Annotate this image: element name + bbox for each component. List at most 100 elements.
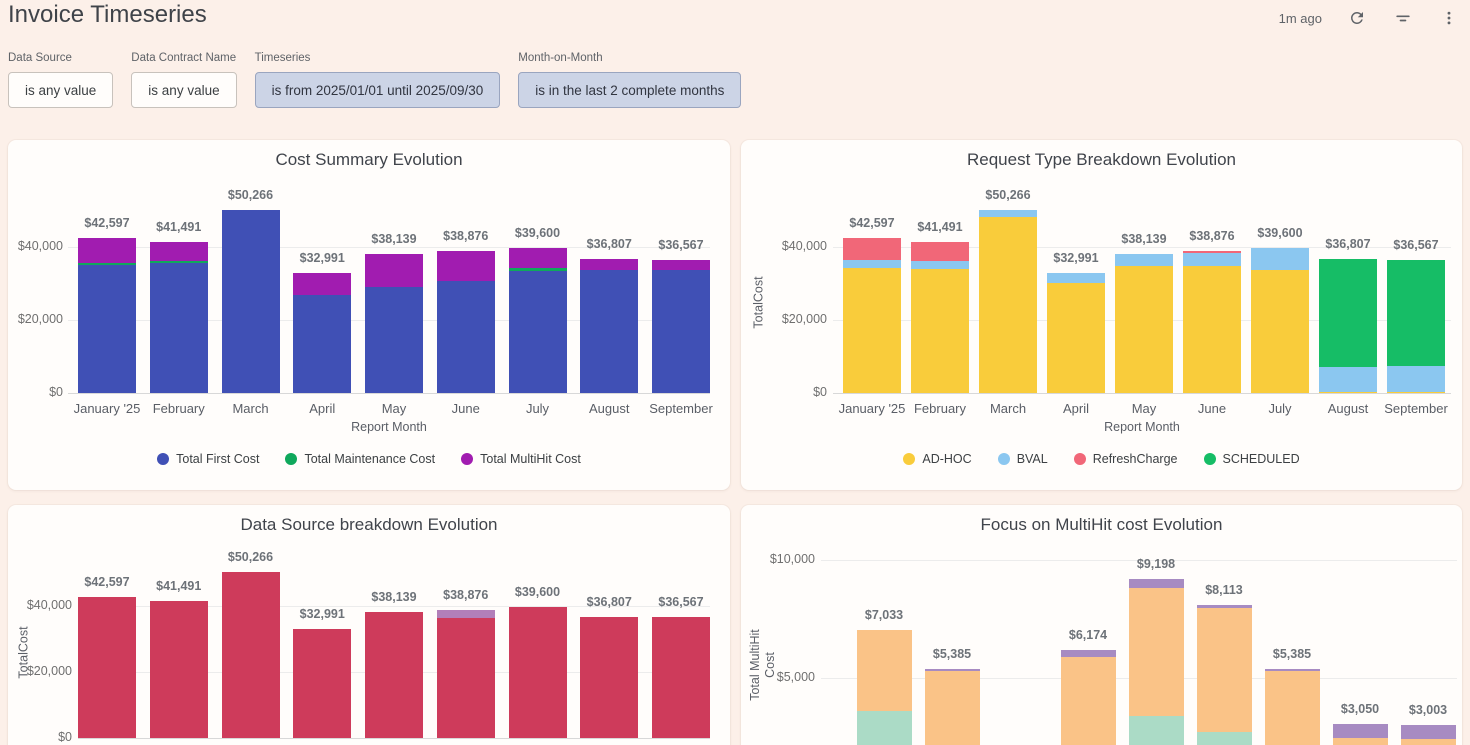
bar-segment[interactable] [508, 271, 567, 393]
bar-segment[interactable] [1387, 259, 1445, 367]
bar-segment[interactable] [1264, 668, 1320, 672]
kebab-menu-icon[interactable] [1438, 7, 1460, 29]
filter-value-button[interactable]: is any value [8, 72, 114, 108]
filter-value-button[interactable]: is in the last 2 complete months [518, 72, 742, 108]
bar-segment[interactable] [652, 259, 710, 271]
bar-segment[interactable] [1400, 739, 1456, 745]
y-axis-tick-label: $20,000 [26, 664, 72, 678]
bar-segment[interactable] [221, 572, 280, 738]
filter-toggle-icon[interactable] [1392, 7, 1414, 29]
bar-segment[interactable] [924, 668, 980, 672]
bar-segment[interactable] [436, 617, 495, 738]
bar-segment[interactable] [1128, 715, 1184, 745]
bar-segment[interactable] [293, 629, 352, 738]
bar-segment[interactable] [580, 258, 639, 270]
x-axis-category-label: February [913, 401, 967, 416]
bar-segment[interactable] [221, 209, 280, 393]
bar-segment[interactable] [149, 601, 208, 738]
bar-segment[interactable] [1047, 272, 1105, 283]
legend-item[interactable]: Total First Cost [157, 452, 259, 466]
bar-segment[interactable] [78, 237, 136, 264]
bar-segment[interactable] [580, 269, 639, 393]
y-axis-title: TotalCost [751, 276, 766, 329]
bar-segment[interactable] [856, 711, 912, 745]
bar-segment[interactable] [1387, 391, 1445, 393]
bar-segment[interactable] [508, 268, 567, 272]
bar-segment[interactable] [580, 616, 639, 738]
filter-group: Data Source is any value [8, 52, 114, 108]
bar-segment[interactable] [293, 295, 352, 393]
bar-segment[interactable] [1196, 732, 1252, 745]
bar-segment[interactable] [911, 268, 969, 393]
bar-segment[interactable] [924, 671, 980, 745]
bar-segment[interactable] [1264, 671, 1320, 745]
legend-color-dot [285, 453, 298, 465]
bar-segment[interactable] [1183, 252, 1241, 266]
bar-value-label: $50,266 [227, 550, 274, 565]
bar-segment[interactable] [1128, 578, 1184, 589]
bar-segment[interactable] [843, 237, 901, 260]
x-axis-category-label: May [1131, 401, 1157, 416]
bar-segment[interactable] [911, 260, 969, 269]
chart-title: Cost Summary Evolution [275, 150, 463, 169]
bar-segment[interactable] [1319, 258, 1377, 367]
bar-segment[interactable] [843, 259, 901, 268]
bar-segment[interactable] [1400, 725, 1456, 740]
bar-segment[interactable] [652, 617, 710, 738]
bar-segment[interactable] [911, 241, 969, 261]
bar-value-label: $36,807 [586, 594, 632, 609]
bar-segment[interactable] [365, 253, 423, 288]
bar-segment[interactable] [1183, 265, 1241, 393]
bar-segment[interactable] [78, 263, 136, 265]
bar-segment[interactable] [365, 287, 423, 393]
legend-item[interactable]: Total MultiHit Cost [461, 452, 581, 466]
bar-segment[interactable] [1251, 269, 1309, 393]
bar-segment[interactable] [293, 272, 352, 296]
bar-segment[interactable] [1196, 608, 1252, 733]
x-axis-category-label: April [1062, 401, 1089, 416]
bar-segment[interactable] [1387, 366, 1445, 392]
bar-segment[interactable] [1115, 253, 1173, 266]
bar-segment[interactable] [1319, 391, 1377, 393]
bar-segment[interactable] [843, 267, 901, 393]
legend-item[interactable]: BVAL [997, 452, 1048, 466]
bar-segment[interactable] [979, 217, 1037, 393]
bar-segment[interactable] [1115, 265, 1173, 393]
bar-segment[interactable] [856, 630, 912, 712]
bar-segment[interactable] [652, 270, 710, 393]
refresh-icon[interactable] [1346, 7, 1368, 29]
bar-segment[interactable] [149, 241, 208, 262]
bar-segment[interactable] [1183, 251, 1241, 253]
legend-item[interactable]: RefreshCharge [1073, 452, 1178, 466]
x-axis-category-label: September [1384, 401, 1448, 416]
bar-segment[interactable] [1060, 650, 1116, 658]
bar-segment[interactable] [1332, 724, 1388, 739]
bar-segment[interactable] [78, 597, 136, 738]
bar-segment[interactable] [365, 612, 423, 738]
legend-color-dot [157, 453, 170, 465]
bar-segment[interactable] [1047, 282, 1105, 393]
bar-segment[interactable] [436, 609, 495, 618]
bar-segment[interactable] [1196, 604, 1252, 609]
bar-segment[interactable] [1319, 366, 1377, 392]
bar-segment[interactable] [1128, 588, 1184, 716]
bar-segment[interactable] [1060, 657, 1116, 745]
bar-segment[interactable] [979, 209, 1037, 217]
bar-segment[interactable] [149, 263, 208, 393]
x-axis-category-label: March [232, 401, 269, 416]
filter-value-button[interactable]: is from 2025/01/01 until 2025/09/30 [254, 72, 501, 108]
bar-segment[interactable] [149, 261, 208, 264]
bar-segment[interactable] [78, 265, 136, 393]
bar-segment[interactable] [508, 607, 567, 738]
legend-item[interactable]: SCHEDULED [1203, 452, 1300, 466]
bar-value-label: $50,266 [227, 187, 274, 202]
bar-segment[interactable] [1251, 248, 1309, 270]
bar-segment[interactable] [508, 248, 567, 269]
filter-value-button[interactable]: is any value [131, 72, 237, 108]
legend-color-dot [903, 453, 916, 465]
legend-item[interactable]: Total Maintenance Cost [285, 452, 435, 466]
bar-segment[interactable] [436, 251, 495, 281]
bar-segment[interactable] [1332, 738, 1388, 745]
bar-segment[interactable] [436, 280, 495, 393]
legend-item[interactable]: AD-HOC [903, 452, 972, 466]
